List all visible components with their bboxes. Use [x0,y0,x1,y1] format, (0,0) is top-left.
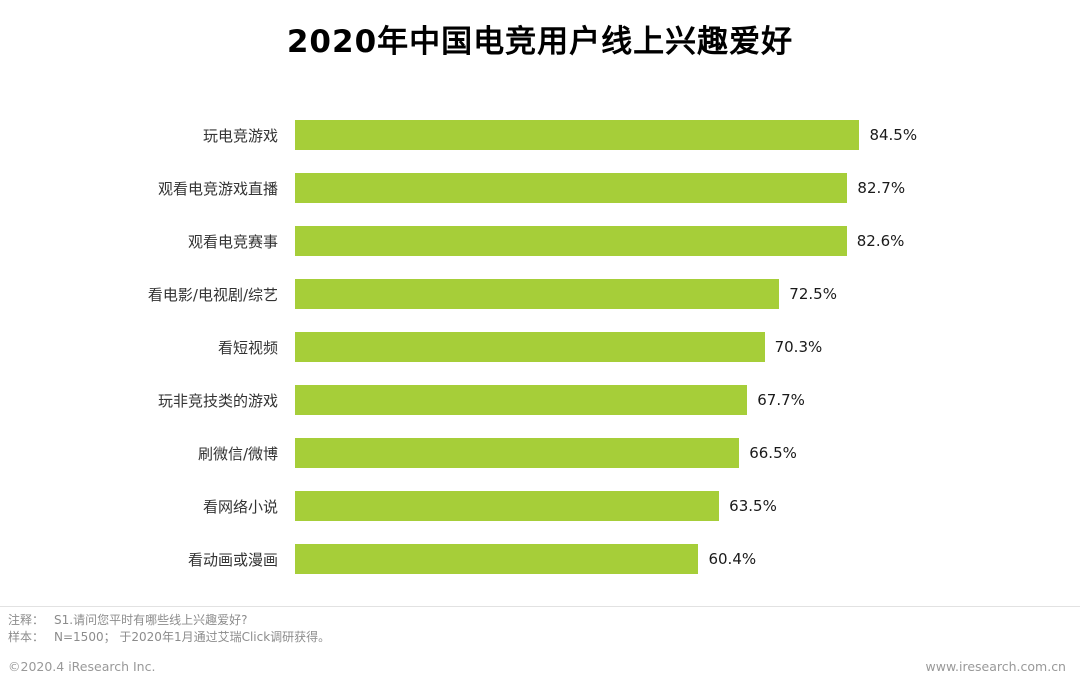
bar-label: 观看电竞赛事 [187,232,278,251]
footer-divider [0,606,1080,607]
note-2-text: N=1500； 于2020年1月通过艾瑞Click调研获得。 [54,630,331,644]
bar-track: 66.5% [295,438,963,468]
bar [295,279,780,309]
bar-value-label: 70.3% [774,338,823,356]
bar-row: 观看电竞游戏直播 82.7% [0,173,1080,203]
bar [295,226,847,256]
bar-chart: 玩电竞游戏 84.5% 观看电竞游戏直播 82.7% 观看电竞赛事 82.6% 看电影/电视… [0,120,1080,574]
bar-value-label: 84.5% [869,126,918,144]
bar-track: 82.7% [295,173,963,203]
bar [295,544,699,574]
bar-value-label: 82.6% [856,232,905,250]
bar-label: 玩电竞游戏 [202,126,278,145]
bar-label: 玩非竞技类的游戏 [157,391,278,410]
bar [295,332,765,362]
note-line-2: 样本： N=1500； 于2020年1月通过艾瑞Click调研获得。 [8,629,330,646]
bar-value-label: 82.7% [857,179,906,197]
page-title: 2020年中国电竞用户线上兴趣爱好 [286,24,794,60]
bar [295,491,720,521]
bar-value-label: 66.5% [749,444,797,462]
bar-track: 63.5% [295,491,963,521]
bar [295,120,860,150]
bar-track: 82.6% [295,226,963,256]
bar-track: 70.3% [295,332,963,362]
chart-notes: 注释： S1.请问您平时有哪些线上兴趣爱好? 样本： N=1500； 于2020年1… [8,612,330,646]
bar-row: 刷微信/微博 66.5% [0,438,1080,468]
bar [295,173,848,203]
bar-value-label: 72.5% [789,285,837,303]
note-1-text: S1.请问您平时有哪些线上兴趣爱好? [54,613,248,627]
bar-row: 玩电竞游戏 84.5% [0,120,1080,150]
bar-track: 60.4% [295,544,963,574]
bar-label: 看网络小说 [202,497,278,516]
bar-row: 观看电竞赛事 82.6% [0,226,1080,256]
footer-copyright: ©2020.4 iResearch Inc. [8,659,156,674]
bar-label: 看动画或漫画 [187,550,278,569]
bar-row: 玩非竞技类的游戏 67.7% [0,385,1080,415]
note-line-1: 注释： S1.请问您平时有哪些线上兴趣爱好? [8,612,330,629]
bar-track: 67.7% [295,385,963,415]
bar-track: 72.5% [295,279,963,309]
bar-value-label: 60.4% [708,550,757,568]
bar-label: 观看电竞游戏直播 [157,179,278,198]
bar-row: 看电影/电视剧/综艺 72.5% [0,279,1080,309]
page-footer: ©2020.4 iResearch Inc. www.iresearch.com… [8,659,1066,674]
bar-label: 看短视频 [217,338,278,357]
bar-row: 看短视频 70.3% [0,332,1080,362]
bar-row: 看网络小说 63.5% [0,491,1080,521]
bar-row: 看动画或漫画 60.4% [0,544,1080,574]
footer-website: www.iresearch.com.cn [925,659,1067,674]
bar-label: 看电影/电视剧/综艺 [147,285,278,304]
bar-track: 84.5% [295,120,963,150]
note-2-label: 样本： [8,630,45,644]
bar-label: 刷微信/微博 [197,444,278,463]
bar [295,438,740,468]
bar-value-label: 67.7% [757,391,805,409]
bar-value-label: 63.5% [729,497,777,515]
bar [295,385,748,415]
note-1-label: 注释： [8,613,45,627]
